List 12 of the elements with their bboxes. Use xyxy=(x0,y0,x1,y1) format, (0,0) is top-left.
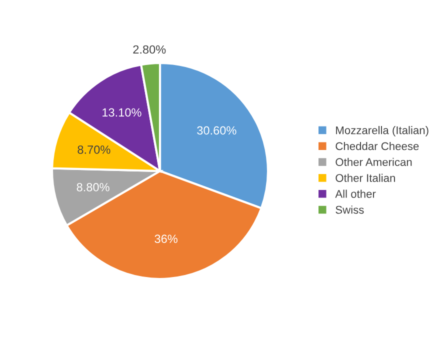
legend-label: Swiss xyxy=(336,206,364,214)
legend-label: Cheddar Cheese xyxy=(336,142,419,150)
data-label: 36% xyxy=(154,234,178,244)
legend-label: Other American xyxy=(336,158,412,166)
legend-label: Mozzarella (Italian) xyxy=(336,126,428,136)
legend-label: All other xyxy=(335,190,376,198)
data-label: 30.60% xyxy=(197,126,236,135)
data-label: 8.80% xyxy=(76,183,110,192)
data-label: 13.10% xyxy=(102,108,142,117)
data-label: 8.70% xyxy=(78,145,110,154)
data-label: 2.80% xyxy=(133,45,166,54)
legend-label: Other Italian xyxy=(336,174,395,182)
